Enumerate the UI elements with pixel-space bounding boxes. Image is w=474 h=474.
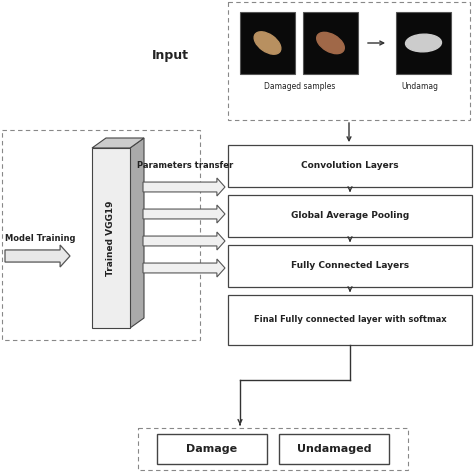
Bar (228, 295, 472, 345)
Bar (138, 428, 408, 470)
Polygon shape (143, 232, 225, 250)
Text: Parameters transfer: Parameters transfer (137, 161, 233, 170)
Bar (228, 145, 472, 187)
Ellipse shape (254, 32, 281, 54)
Bar (228, 2, 470, 120)
Bar (228, 195, 472, 237)
Text: Global Average Pooling: Global Average Pooling (291, 211, 409, 220)
Bar (2, 130, 200, 340)
Text: Final Fully connected layer with softmax: Final Fully connected layer with softmax (254, 316, 447, 325)
Bar (157, 434, 267, 464)
Polygon shape (92, 138, 144, 148)
Text: Damaged samples: Damaged samples (264, 82, 336, 91)
Text: Undamag: Undamag (401, 82, 438, 91)
Polygon shape (5, 245, 70, 267)
Bar (228, 245, 472, 287)
Polygon shape (143, 205, 225, 223)
Text: Fully Connected Layers: Fully Connected Layers (291, 262, 409, 271)
Text: Trained VGG19: Trained VGG19 (107, 200, 116, 276)
Ellipse shape (317, 32, 344, 54)
Bar (279, 434, 389, 464)
Polygon shape (143, 178, 225, 196)
Text: Convolution Layers: Convolution Layers (301, 162, 399, 171)
Text: Model Training: Model Training (5, 234, 75, 243)
Text: Input: Input (152, 48, 189, 62)
Polygon shape (130, 138, 144, 328)
Bar (92, 148, 130, 328)
Text: Damage: Damage (186, 444, 237, 454)
Bar (396, 12, 451, 74)
Text: Undamaged: Undamaged (297, 444, 371, 454)
Bar (240, 12, 295, 74)
Polygon shape (143, 259, 225, 277)
Bar (303, 12, 358, 74)
Ellipse shape (406, 34, 441, 52)
